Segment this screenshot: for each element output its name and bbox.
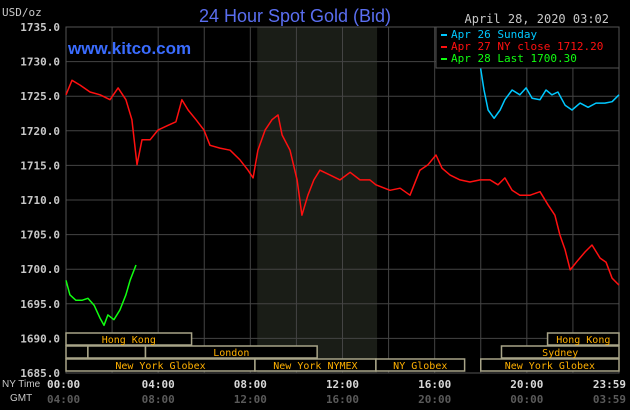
y-tick-label: 1690.0: [20, 332, 60, 345]
session-label: New York Globex: [115, 361, 205, 372]
session-new-york-globex: New York Globex: [480, 358, 620, 372]
legend-box: [435, 26, 620, 69]
x-tick-label-ny: 16:00: [418, 378, 451, 391]
y-tick-label: 1735.0: [20, 21, 60, 34]
session-label: New York NYMEX: [273, 361, 357, 372]
x-tick-label-ny: 23:59: [593, 378, 626, 391]
legend-swatch-apr28: [441, 58, 447, 60]
legend-apr26: Apr 26 Sunday: [451, 28, 537, 41]
x-tick-label-gmt: 20:00: [418, 393, 451, 406]
session-hong-kong: Hong Kong: [546, 332, 620, 346]
x-tick-label-ny: 08:00: [234, 378, 267, 391]
ny-time-row-label: NY Time: [2, 379, 41, 390]
session-bar: [546, 332, 620, 346]
y-tick-label: 1685.0: [20, 367, 60, 380]
legend-apr28: Apr 28 Last 1700.30: [451, 52, 577, 65]
session-label: Hong Kong: [556, 335, 610, 346]
x-tick-label-gmt: 16:00: [326, 393, 359, 406]
session-label: Hong Kong: [102, 335, 156, 346]
y-tick-label: 1705.0: [20, 229, 60, 242]
session-label: Sydney: [542, 348, 578, 359]
session-new-york-globex: New York Globex: [65, 358, 256, 372]
series-line-1: [65, 79, 620, 286]
session-bar: [480, 358, 620, 372]
series-line-0: [479, 64, 620, 120]
x-tick-label-gmt: 04:00: [47, 393, 80, 406]
y-tick-label: 1695.0: [20, 298, 60, 311]
axes: 1735.0 1730.0 1725.0 1720.0 1715.0 1710.0 1705…: [20, 21, 626, 406]
x-tick-label-gmt: 03:59: [593, 393, 626, 406]
x-tick-label-ny: 20:00: [510, 378, 543, 391]
session-bar: [500, 345, 620, 359]
y-tick-label: 1725.0: [20, 90, 60, 103]
plot-border: [65, 26, 620, 374]
y-tick-label: 1720.0: [20, 125, 60, 138]
x-tick-label-ny: 00:00: [47, 378, 80, 391]
session-bar: [87, 345, 147, 359]
legend-swatch-apr27: [441, 46, 447, 48]
x-tick-label-gmt: 12:00: [234, 393, 267, 406]
session-label: NY Globex: [393, 361, 447, 372]
legend-apr27: Apr 27 NY close 1712.20: [451, 40, 603, 53]
session-bar: [144, 345, 318, 359]
session-hong-kong: Hong Kong: [65, 332, 193, 346]
session-bar: [65, 345, 89, 359]
session-blank: [87, 345, 147, 359]
session-blank: [65, 345, 89, 359]
y-tick-label: 1715.0: [20, 159, 60, 172]
gmt-row-label: GMT: [10, 393, 32, 404]
legend: Apr 26 Sunday Apr 27 NY close 1712.20 Ap…: [435, 26, 620, 69]
x-tick-label-ny: 04:00: [142, 378, 175, 391]
session-bar: [65, 332, 193, 346]
grid: [65, 26, 620, 374]
session-label: London: [213, 348, 249, 359]
y-tick-label: 1700.0: [20, 263, 60, 276]
y-tick-label: 1730.0: [20, 56, 60, 69]
session-new-york-nymex: New York NYMEX: [254, 358, 377, 372]
series-line-2: [65, 264, 137, 327]
y-unit-label: USD/oz: [2, 6, 42, 19]
chart-title: 24 Hour Spot Gold (Bid): [199, 6, 391, 26]
session-ny-globex: NY Globex: [375, 358, 466, 372]
x-tick-label-ny: 12:00: [326, 378, 359, 391]
y-tick-label: 1710.0: [20, 194, 60, 207]
x-tick-label-gmt: 00:00: [510, 393, 543, 406]
kitco-watermark: www.kitco.com: [67, 39, 191, 58]
trading-sessions: Hong Kong Hong Kong London Sydney New York G…: [65, 332, 620, 372]
session-label: New York Globex: [505, 361, 595, 372]
timestamp: April 28, 2020 03:02: [465, 12, 610, 26]
session-london: London: [144, 345, 318, 359]
series-lines: [65, 64, 620, 327]
session-bar: [375, 358, 466, 372]
legend-swatch-apr26: [441, 34, 447, 36]
x-tick-label-gmt: 08:00: [142, 393, 175, 406]
session-sydney: Sydney: [500, 345, 620, 359]
